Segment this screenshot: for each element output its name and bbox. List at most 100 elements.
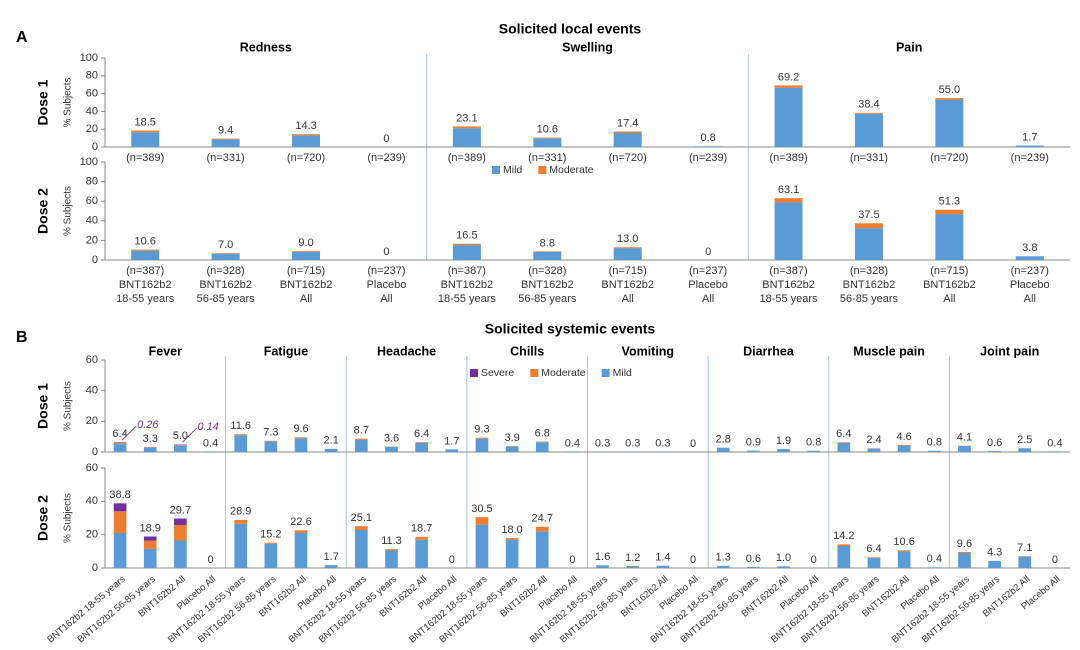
bar-segment (131, 250, 160, 260)
group-label: All (622, 293, 634, 305)
y-axis-label: % Subjects (63, 186, 74, 236)
bar-segment (475, 438, 489, 452)
group-label: All (702, 293, 714, 305)
total-label: 9.3 (474, 424, 489, 436)
total-label: 11.6 (230, 420, 251, 432)
bar-segment (533, 138, 562, 147)
total-label: 3.3 (143, 433, 158, 445)
bar-segment (613, 247, 642, 249)
bar-segment (294, 438, 308, 452)
y-tick-label: 80 (86, 70, 98, 82)
n-label: (n=239) (367, 152, 405, 164)
legend-label: Moderate (541, 367, 586, 379)
n-label: (n=331) (528, 152, 566, 164)
total-label: 2.1 (324, 435, 339, 447)
bar-segment (854, 223, 883, 229)
facet-title: Diarrhea (743, 344, 795, 358)
n-label: (n=387) (769, 265, 807, 277)
y-axis-label: % Subjects (63, 77, 74, 127)
total-label: 8.8 (540, 237, 555, 249)
n-label: (n=720) (287, 152, 325, 164)
total-label: 23.1 (456, 112, 477, 124)
total-label: 38.8 (109, 489, 130, 501)
bar-segment (131, 130, 160, 133)
total-label: 69.2 (778, 71, 799, 83)
bar-segment (354, 526, 368, 530)
annotation-line (121, 425, 137, 441)
bar-segment (867, 557, 881, 558)
bar-segment (505, 539, 519, 568)
facet-title: Fatigue (264, 344, 308, 358)
annotation-line (182, 428, 197, 443)
group-label: BNT162b2 (521, 279, 574, 291)
bar-segment (988, 451, 1001, 452)
bar-segment (988, 560, 1001, 568)
bar-segment (935, 99, 964, 147)
bar-segment (354, 439, 368, 452)
bar-segment (452, 126, 481, 129)
bar-segment (452, 243, 481, 246)
total-label: 0.4 (203, 437, 218, 449)
total-label: 10.6 (893, 536, 914, 548)
group-label: Placebo (1010, 279, 1050, 291)
bar-segment (747, 567, 760, 568)
y-tick-label: 60 (86, 462, 98, 474)
n-label: (n=328) (528, 265, 566, 277)
bar-segment (613, 248, 642, 260)
bar-segment (292, 135, 321, 147)
total-label: 1.7 (444, 435, 459, 447)
bar-segment (354, 530, 368, 568)
bar-segment (294, 437, 308, 439)
bar-segment (143, 540, 157, 549)
bar-segment (533, 251, 562, 260)
total-label: 17.4 (617, 117, 638, 129)
bar-segment (807, 450, 821, 452)
group-label: All (943, 293, 955, 305)
bar-segment (131, 132, 160, 147)
y-tick-label: 20 (86, 415, 98, 427)
bar-segment (958, 446, 971, 452)
facet-title: Vomiting (622, 344, 675, 358)
total-label: 8.7 (354, 425, 369, 437)
total-label: 1.7 (1022, 131, 1037, 143)
legend-swatch (538, 166, 547, 174)
y-tick-label: 20 (86, 529, 98, 541)
dose-label: Dose 2 (35, 495, 51, 541)
bar-segment (452, 245, 481, 260)
y-axis-label: % Subjects (63, 381, 74, 431)
bar-segment (535, 442, 549, 452)
bar-segment (935, 98, 964, 100)
bar-segment (204, 451, 217, 452)
bar-segment (143, 548, 157, 568)
n-label: (n=389) (769, 152, 807, 164)
group-label: Placebo (688, 279, 728, 291)
bar-segment (897, 444, 911, 446)
legend-swatch (470, 369, 478, 377)
bar-segment (294, 533, 308, 568)
legend-label: Mild (503, 164, 522, 176)
bar-segment (131, 249, 160, 251)
y-tick-label: 100 (80, 156, 98, 168)
facet-title: Joint pain (980, 344, 1039, 358)
facet-title: Redness (240, 40, 292, 54)
legend-label: Severe (481, 367, 514, 379)
bar-segment (113, 511, 127, 533)
total-label: 0.6 (746, 553, 761, 565)
n-label: (n=387) (126, 265, 164, 277)
dose-label: Dose 1 (35, 383, 51, 429)
bar-segment (566, 451, 579, 452)
total-label: 25.1 (351, 512, 372, 524)
total-label: 18.0 (501, 524, 522, 536)
bar-segment (234, 435, 248, 452)
total-label: 29.7 (170, 504, 191, 516)
total-label: 0.3 (655, 437, 670, 449)
total-label: 7.3 (263, 427, 278, 439)
total-label: 0 (569, 554, 575, 566)
panel-letter: A (16, 29, 28, 46)
n-label: (n=237) (689, 265, 727, 277)
total-label: 1.9 (776, 435, 791, 447)
dose-label: Dose 2 (35, 188, 51, 234)
total-label: 55.0 (939, 84, 960, 96)
group-label: 18-55 years (438, 293, 497, 305)
total-label: 6.4 (866, 543, 881, 555)
